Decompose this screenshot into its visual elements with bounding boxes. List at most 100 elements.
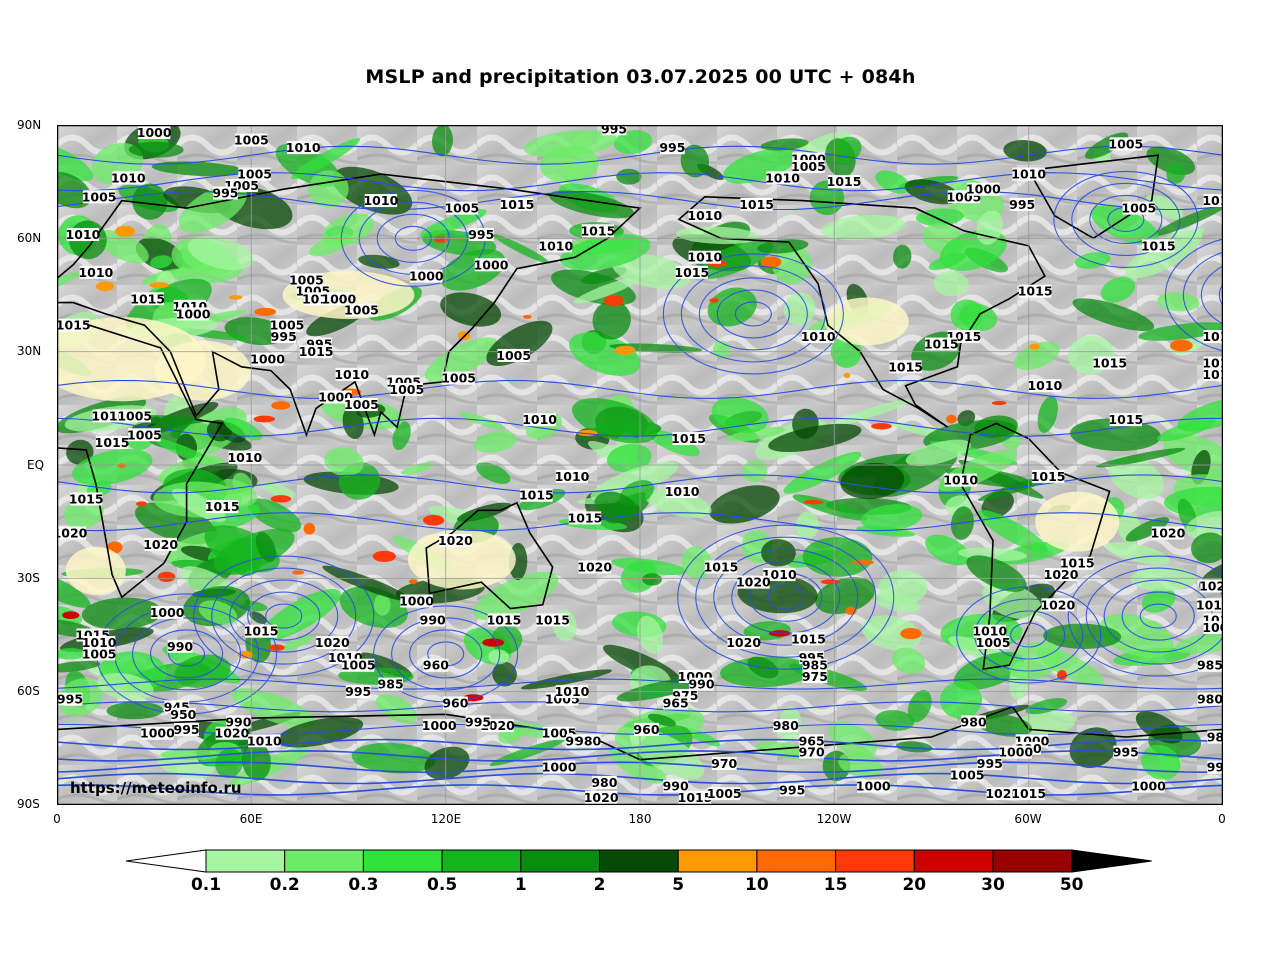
heavy-precip-cell xyxy=(157,571,176,583)
precip-area xyxy=(642,573,662,586)
precip-area xyxy=(590,461,679,501)
pressure-label: 1015 xyxy=(69,492,104,507)
pressure-label: 1000 xyxy=(966,182,1001,197)
isobar xyxy=(1164,238,1223,352)
pressure-label: 1015 xyxy=(1196,597,1223,612)
pressure-label-bg xyxy=(575,734,601,748)
pressure-label-bg xyxy=(708,787,741,801)
heavy-precip-cell xyxy=(482,638,505,647)
precip-area xyxy=(904,179,960,205)
heavy-precip-cell xyxy=(1170,339,1193,352)
precip-area xyxy=(609,746,667,784)
pressure-label-bg xyxy=(465,715,491,729)
pressure-label: 1015 xyxy=(924,337,959,352)
heavy-precip-cell xyxy=(820,579,840,585)
pressure-label: 1015 xyxy=(888,359,923,374)
pressure-label-bg xyxy=(345,303,378,317)
pressure-label: 1005 xyxy=(791,159,826,174)
graticule-layer xyxy=(57,125,1223,805)
pressure-label: 1005 xyxy=(950,767,985,782)
weather-map: 1000 1005 1010 995 995 1000 1005 1010 1005 1010 10… xyxy=(57,125,1223,805)
pressure-label: 1010 xyxy=(687,250,722,265)
pressure-label: 1000 xyxy=(250,352,285,367)
pressure-label-bg xyxy=(1012,167,1045,181)
pressure-label: 1005 xyxy=(389,382,424,397)
pressure-label-bg xyxy=(1200,579,1223,593)
pressure-label: 1015 xyxy=(1060,556,1095,571)
colorbar-segment xyxy=(835,849,915,873)
pressure-label: 1010 xyxy=(91,408,126,423)
pressure-label-bg xyxy=(286,141,320,155)
pressure-label-bg xyxy=(1203,330,1223,344)
pressure-label: 980 xyxy=(961,714,987,729)
precip-area xyxy=(815,577,875,615)
pressure-label: 1000 xyxy=(856,779,891,794)
colorbar-segment xyxy=(599,849,679,873)
pressure-label: 1020 xyxy=(57,526,88,541)
pressure-label-bg xyxy=(688,209,721,223)
colorbar-tick-label: 50 xyxy=(1059,875,1084,895)
lon-label-60e: 60E xyxy=(239,812,263,826)
pressure-label-bg xyxy=(711,756,737,770)
pressure-label: 1000 xyxy=(140,726,175,741)
heavy-precip-cell xyxy=(523,314,532,319)
precip-area xyxy=(915,208,964,226)
precip-area xyxy=(473,431,517,453)
pressure-label-bg xyxy=(925,337,958,351)
heavy-precip-cell xyxy=(843,372,851,379)
pressure-label-bg xyxy=(801,330,835,344)
pressure-label-bg xyxy=(688,250,721,264)
map-panel: 1000 1005 1010 995 995 1000 1005 1010 1005 1010 10… xyxy=(57,125,1223,805)
pressure-label-bg xyxy=(802,670,828,684)
precip-area xyxy=(373,593,391,616)
precip-area xyxy=(592,300,631,340)
pressure-label-bg xyxy=(1109,137,1143,151)
colorbar-segment xyxy=(677,849,758,873)
pressure-label: 1015 xyxy=(1108,412,1143,427)
pressure-label-bg xyxy=(1018,284,1052,298)
precip-area xyxy=(1037,395,1058,433)
pressure-label: 1015 xyxy=(580,223,615,238)
precip-area xyxy=(613,130,653,155)
pressure-label: 1020 xyxy=(315,635,350,650)
pressure-label: 1010 xyxy=(227,450,262,465)
pressure-label-bg xyxy=(1012,787,1045,801)
pressure-label: 1010 xyxy=(555,469,590,484)
precip-area xyxy=(637,615,664,654)
isobar xyxy=(193,555,375,677)
pressure-label-bg xyxy=(672,432,705,446)
heavy-precip-cell xyxy=(303,522,316,535)
isobar xyxy=(1182,251,1223,339)
pressure-label: 1005 xyxy=(344,303,379,318)
precip-area xyxy=(1177,397,1223,432)
pressure-label-bg xyxy=(591,775,617,789)
pressure-label-bg xyxy=(763,568,796,582)
pressure-label-bg xyxy=(802,658,828,672)
precip-area xyxy=(594,491,637,521)
precip-area xyxy=(1106,542,1171,565)
heavy-precip-cell xyxy=(760,256,782,268)
pressure-label: 1015 xyxy=(1031,469,1066,484)
lat-label-90n: 90N xyxy=(17,118,42,132)
pressure-label-bg xyxy=(542,760,576,774)
pressure-label: 1005 xyxy=(976,635,1011,650)
pressure-label-bg xyxy=(568,511,602,525)
pressure-label: 1015 xyxy=(671,431,706,446)
pressure-label-bg xyxy=(1197,658,1223,672)
precip-area xyxy=(726,426,786,442)
pressure-label-bg xyxy=(319,390,352,404)
pressure-label-bg xyxy=(1009,197,1035,211)
heavy-precip-cell xyxy=(135,501,148,507)
pressure-label: 995 xyxy=(779,782,805,797)
colorbar-segment xyxy=(992,849,1073,873)
precip-area xyxy=(907,689,932,723)
pressure-label: 995 xyxy=(1009,197,1035,212)
pressure-label-bg xyxy=(422,719,456,733)
pressure-label-bg xyxy=(500,197,534,211)
pressure-label-bg xyxy=(137,126,171,140)
heavy-precip-cell xyxy=(62,611,80,619)
heavy-precip-cell xyxy=(237,650,253,659)
pressure-label: 1010 xyxy=(522,412,557,427)
pressure-label: 1015 xyxy=(704,560,739,575)
precip-area xyxy=(247,498,302,533)
